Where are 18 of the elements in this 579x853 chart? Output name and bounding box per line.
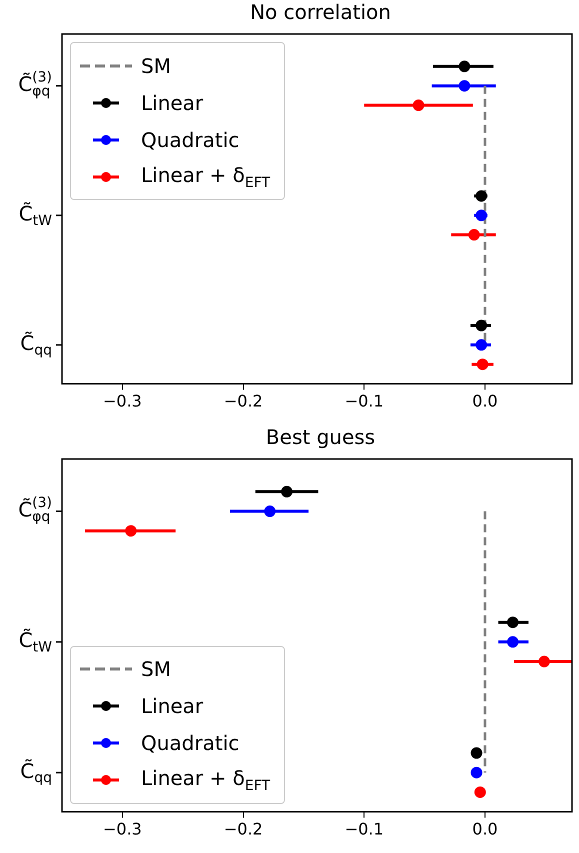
legend-label: Linear: [141, 694, 204, 718]
legend-label: Linear: [141, 90, 204, 114]
chart-title: Best guess: [266, 425, 376, 450]
x-tick-label: −0.1: [344, 392, 384, 411]
legend-label: SM: [141, 657, 171, 682]
legend-label: SM: [141, 54, 171, 78]
x-tick-label: −0.2: [224, 392, 263, 411]
x-tick-label: 0.0: [472, 392, 498, 411]
chart-title: No correlation: [250, 0, 391, 24]
legend-label: Quadratic: [141, 731, 240, 756]
x-tick-label: −0.3: [102, 820, 142, 839]
legend-label: Quadratic: [141, 128, 240, 152]
x-tick-label: 0.0: [472, 820, 498, 839]
legend-label: Linear + δ$_{EFT}$: [141, 162, 270, 190]
x-tick-label: −0.3: [102, 392, 142, 411]
x-tick-label: −0.2: [224, 820, 263, 839]
x-tick-label: −0.1: [344, 820, 384, 839]
legend-label: Linear + δ$_{EFT}$: [141, 766, 270, 794]
